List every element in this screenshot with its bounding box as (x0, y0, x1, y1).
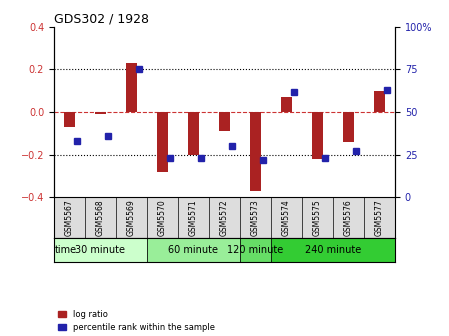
Bar (281, 97, 292, 112)
Text: GDS302 / 1928: GDS302 / 1928 (54, 13, 149, 26)
Bar (343, 112, 354, 142)
Text: GSM5568: GSM5568 (96, 199, 105, 236)
Bar (219, 112, 230, 131)
Text: GSM5570: GSM5570 (158, 199, 167, 236)
Text: GSM5571: GSM5571 (189, 199, 198, 236)
Bar (95, 112, 106, 114)
Text: 240 minute: 240 minute (305, 245, 361, 255)
Text: GSM5576: GSM5576 (344, 199, 353, 236)
Text: 120 minute: 120 minute (227, 245, 284, 255)
Text: 30 minute: 30 minute (75, 245, 125, 255)
Legend: log ratio, percentile rank within the sample: log ratio, percentile rank within the sa… (58, 310, 215, 332)
Text: GSM5575: GSM5575 (313, 199, 322, 236)
Text: GSM5577: GSM5577 (375, 199, 384, 236)
Text: 60 minute: 60 minute (168, 245, 219, 255)
Bar (188, 112, 199, 155)
FancyBboxPatch shape (147, 238, 240, 262)
FancyBboxPatch shape (271, 238, 395, 262)
Text: time: time (54, 245, 77, 255)
Bar (126, 63, 137, 112)
Bar (250, 112, 261, 191)
Text: GSM5573: GSM5573 (251, 199, 260, 236)
Text: GSM5572: GSM5572 (220, 199, 229, 236)
Bar (157, 112, 168, 172)
Bar (312, 112, 323, 159)
FancyBboxPatch shape (240, 238, 271, 262)
Text: GSM5574: GSM5574 (282, 199, 291, 236)
Bar (64, 112, 75, 127)
Text: GSM5567: GSM5567 (65, 199, 74, 236)
FancyBboxPatch shape (54, 238, 147, 262)
Text: GSM5569: GSM5569 (127, 199, 136, 236)
Bar (374, 91, 385, 112)
